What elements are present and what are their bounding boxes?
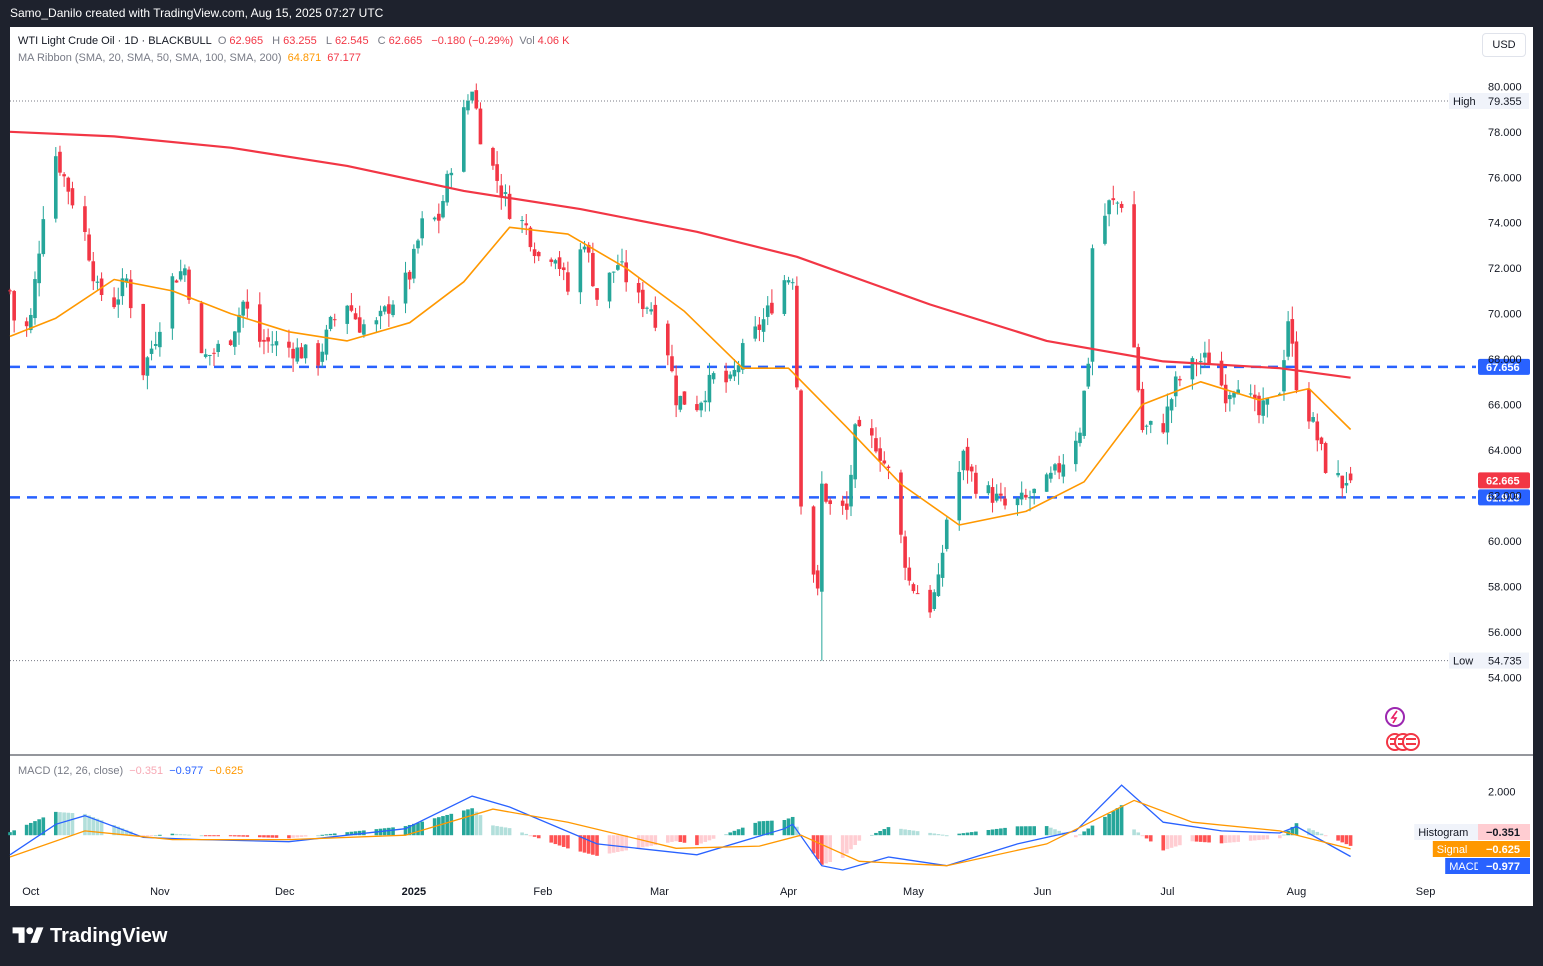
open-value: 62.965 <box>229 35 264 47</box>
open-label: O <box>217 35 227 47</box>
macd-histogram-value: −0.351 <box>129 765 164 777</box>
high-label: H <box>272 35 281 47</box>
ma-legend: MA Ribbon (SMA, 20, SMA, 50, SMA, 100, S… <box>18 52 364 64</box>
tradingview-logo-icon <box>12 927 44 943</box>
currency-button[interactable]: USD <box>1482 33 1526 57</box>
ma20-value: 64.871 <box>287 52 322 64</box>
close-label: C <box>377 35 386 47</box>
macd-value: −0.977 <box>169 765 204 777</box>
change-value: −0.180 (−0.29%) <box>431 35 514 47</box>
macd-legend: MACD (12, 26, close) −0.351 −0.977 −0.62… <box>18 765 246 777</box>
high-value: 63.255 <box>283 35 317 47</box>
symbol-legend: WTI Light Crude Oil · 1D · BLACKBULL O 62… <box>18 35 575 47</box>
macd-signal-value: −0.625 <box>209 765 244 777</box>
tradingview-brand: TradingView <box>12 924 167 948</box>
vol-label: Vol <box>519 35 535 47</box>
brand-name: TradingView <box>50 924 168 947</box>
chart-frame[interactable]: WTI Light Crude Oil · 1D · BLACKBULL O 62… <box>10 27 1533 906</box>
credit-text: Samo_Danilo created with TradingView.com… <box>10 6 384 20</box>
symbol-name: WTI Light Crude Oil · 1D · BLACKBULL <box>18 35 212 47</box>
low-value: 62.545 <box>334 35 369 47</box>
vol-value: 4.06 K <box>537 35 570 47</box>
ma-title: MA Ribbon (SMA, 20, SMA, 50, SMA, 100, S… <box>18 52 282 64</box>
ma200-value: 67.177 <box>327 52 361 64</box>
low-label: L <box>325 35 332 47</box>
close-value: 62.665 <box>388 35 423 47</box>
macd-title: MACD (12, 26, close) <box>18 765 124 777</box>
